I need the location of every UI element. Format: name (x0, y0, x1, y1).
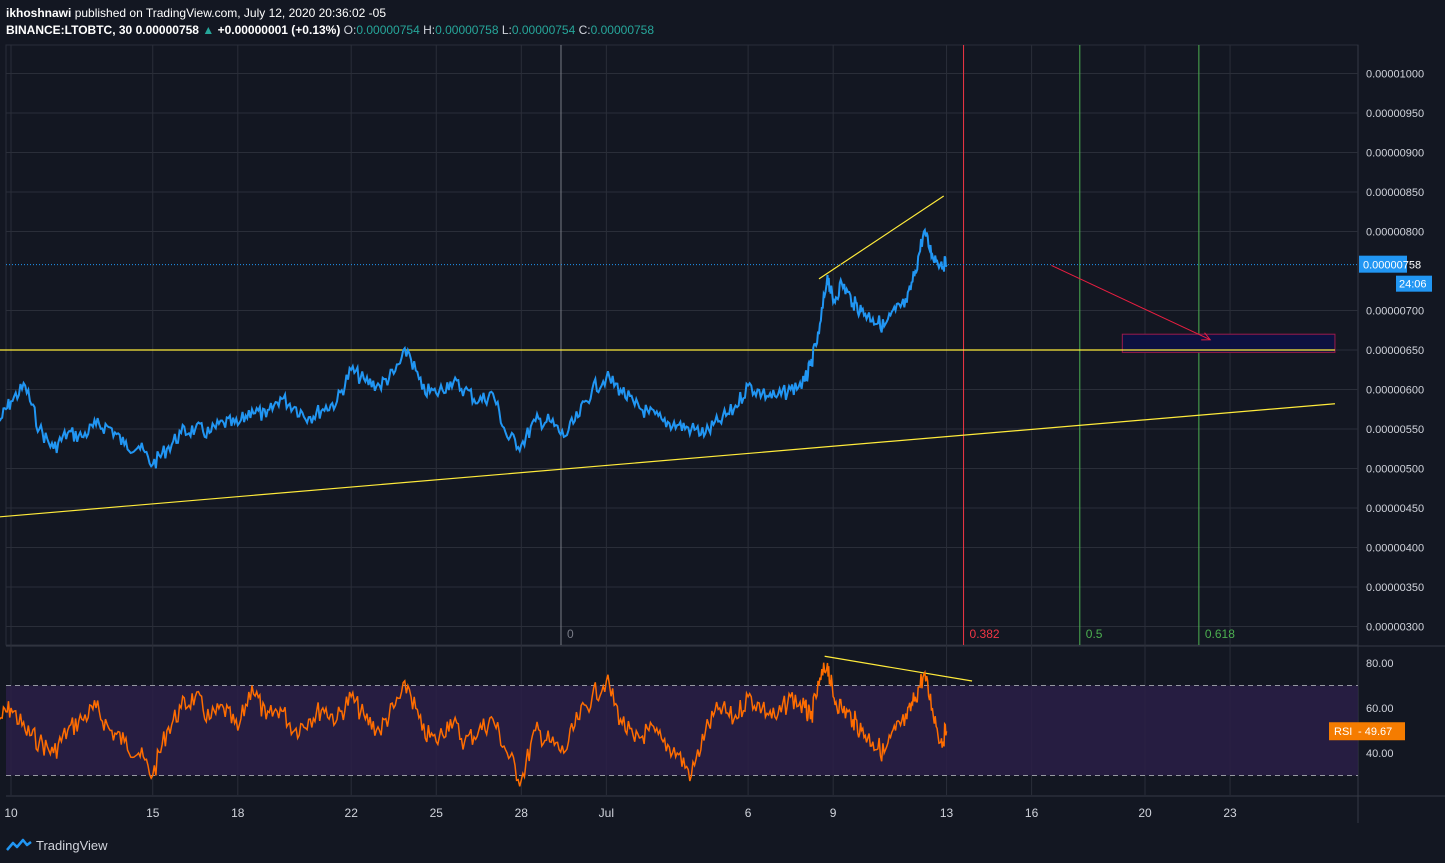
drawing-layer[interactable]: 0 0.382 0.5 0.618 (0, 45, 1336, 682)
close-value: 0.00000758 (590, 23, 655, 37)
price-change: +0.00000001 (+0.13%) (217, 23, 341, 37)
time-tick-label: 10 (4, 806, 18, 820)
projection-arrow (1051, 265, 1211, 341)
fib-label: 0 (567, 627, 574, 641)
time-tick-label: 22 (345, 806, 359, 820)
brand-label: TradingView (36, 837, 108, 853)
wedge-line (818, 195, 945, 280)
rsi-name-label: RSI (1334, 726, 1352, 738)
close-label: C: (578, 23, 591, 37)
rsi-tick-label: 60.00 (1366, 703, 1394, 715)
publish-info: ikhoshnawi published on TradingView.com,… (6, 5, 654, 22)
up-triangle-icon: ▲ (202, 23, 215, 37)
price-tick-label: 0.00000800 (1366, 227, 1424, 239)
fib-label: 0.618 (1205, 627, 1235, 641)
low-label: L: (501, 23, 512, 37)
time-tick-label: 9 (830, 806, 837, 820)
chart-header: ikhoshnawi published on TradingView.com,… (6, 5, 654, 39)
price-tick-label: 0.00000550 (1366, 424, 1424, 436)
price-tick-label: 0.00000400 (1366, 543, 1424, 555)
rsi-value-label-bg (1329, 722, 1405, 741)
price-tick-label: 0.00000300 (1366, 622, 1424, 634)
rsi-tick-label: 80.00 (1366, 658, 1394, 670)
price-tick-label: 0.00000900 (1366, 148, 1424, 160)
arrow-head-icon (1201, 332, 1212, 341)
time-tick-label: Jul (599, 806, 614, 820)
axes-layer: 0.00001000 0.00000950 0.00000900 0.00000850… (4, 69, 1432, 820)
rsi-tick-label: 40.00 (1366, 748, 1394, 760)
high-value: 0.00000758 (435, 23, 499, 37)
fib-label: 0.5 (1086, 627, 1103, 641)
countdown-label-bg (1396, 275, 1432, 292)
fib-label: 0.382 (970, 627, 1000, 641)
time-tick-label: 16 (1025, 806, 1039, 820)
time-tick-label: 6 (745, 806, 752, 820)
target-zone-box (1121, 333, 1336, 353)
price-tick-label: 0.00000850 (1366, 187, 1424, 199)
rsi-series-line (0, 662, 948, 787)
open-label: O: (343, 23, 357, 37)
price-tick-label: 0.00000350 (1366, 582, 1424, 594)
footer-brand[interactable]: TradingView (6, 835, 108, 855)
author-name[interactable]: ikhoshnawi (6, 6, 72, 20)
price-series-line (0, 227, 948, 469)
ascending-trend-line (0, 403, 1335, 518)
time-tick-label: 13 (940, 806, 954, 820)
publish-text: published on TradingView.com, July 12, 2… (74, 6, 387, 20)
time-tick-label: 15 (146, 806, 160, 820)
low-value: 0.00000754 (511, 23, 576, 37)
time-tick-label: 20 (1138, 806, 1152, 820)
series-layer (0, 227, 1358, 787)
open-value: 0.00000754 (356, 23, 420, 37)
last-price: 0.00000758 (135, 23, 199, 37)
price-tick-label: 0.00000450 (1366, 503, 1424, 515)
price-tick-label: 0.00001000 (1366, 69, 1424, 81)
countdown-label: 24:06 (1399, 279, 1427, 291)
tradingview-logo-icon (6, 838, 32, 851)
symbol-label[interactable]: BINANCE:LTOBTC, 30 (6, 23, 133, 37)
current-price-label: 0.00000758 (1363, 260, 1421, 272)
ohlc-legend: BINANCE:LTOBTC, 30 0.00000758 ▲ +0.00000… (6, 22, 654, 39)
time-tick-label: 25 (430, 806, 444, 820)
price-tick-label: 0.00000700 (1366, 306, 1424, 318)
price-tick-label: 0.00000500 (1366, 464, 1424, 476)
rsi-value-label: - 49.67 (1358, 726, 1392, 738)
time-tick-label: 18 (231, 806, 245, 820)
high-label: H: (423, 23, 436, 37)
current-price-label-bg (1359, 255, 1407, 273)
time-tick-label: 28 (515, 806, 529, 820)
price-tick-label: 0.00000600 (1366, 385, 1424, 397)
rsi-divergence-line (824, 655, 973, 682)
price-tick-label: 0.00000950 (1366, 108, 1424, 120)
time-tick-label: 23 (1223, 806, 1237, 820)
price-tick-label: 0.00000650 (1366, 345, 1424, 357)
